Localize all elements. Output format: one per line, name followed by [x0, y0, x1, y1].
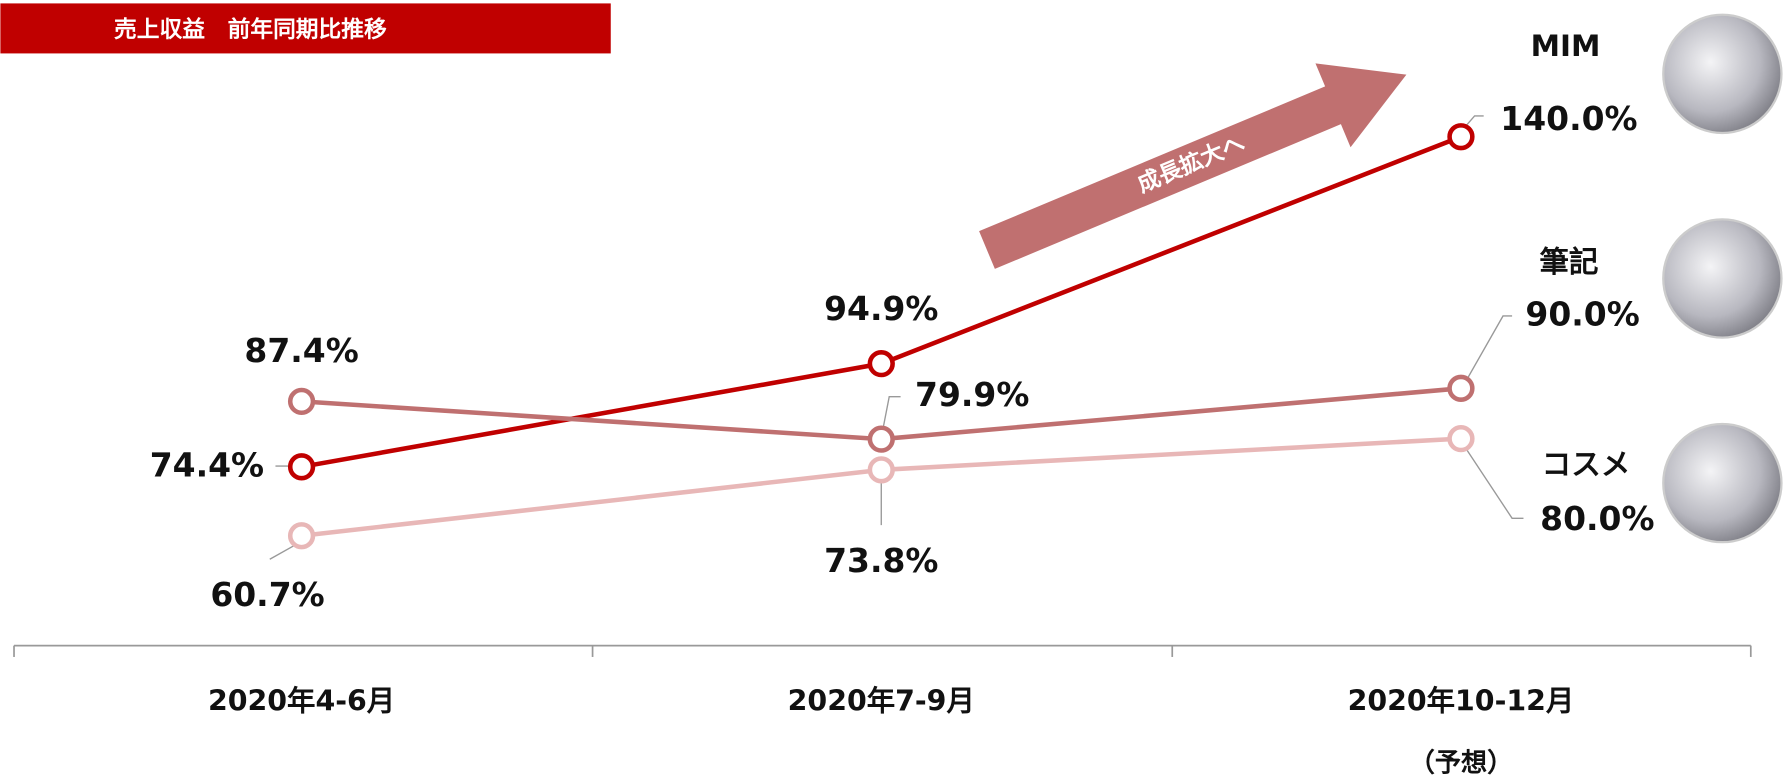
series-name: 筆記	[1539, 245, 1598, 279]
axis-ticks	[13, 645, 1752, 657]
title-banner	[0, 3, 611, 54]
chart-title: 売上収益 前年同期比推移	[114, 16, 387, 43]
value-label: 79.9%	[915, 375, 1029, 414]
series-name: コスメ	[1542, 448, 1631, 482]
value-label: 94.9%	[824, 289, 938, 328]
x-tick-label: 2020年4-6月	[208, 684, 395, 717]
leader-line	[880, 396, 901, 438]
photo-mim	[1662, 13, 1783, 135]
photo-cosme	[1662, 422, 1783, 544]
x-tick-label: 2020年10-12月	[1348, 684, 1575, 717]
leader-line	[1460, 440, 1524, 519]
leader-line	[1466, 115, 1484, 126]
marker	[867, 425, 895, 453]
marker	[287, 387, 316, 416]
value-label: 60.7%	[210, 575, 324, 614]
marker	[1447, 374, 1475, 402]
value-label: 73.8%	[824, 541, 938, 580]
value-label: 87.4%	[244, 331, 358, 370]
value-label: 74.4%	[150, 446, 264, 485]
value-label: 90.0%	[1525, 294, 1639, 333]
marker	[287, 453, 316, 481]
series-name: MIM	[1531, 29, 1601, 63]
x-tick-note: （予想）	[1409, 748, 1513, 778]
growth-arrow: 成長拡大へ	[979, 63, 1407, 269]
marker	[1447, 123, 1475, 151]
marker	[867, 350, 895, 378]
value-label: 140.0%	[1500, 99, 1637, 138]
leader-line	[1460, 315, 1513, 391]
value-label: 80.0%	[1540, 499, 1654, 538]
marker	[1447, 424, 1475, 453]
x-tick-label: 2020年7-9月	[788, 684, 975, 717]
marker	[867, 456, 895, 484]
marker	[287, 522, 316, 550]
photo-pen	[1662, 218, 1783, 339]
